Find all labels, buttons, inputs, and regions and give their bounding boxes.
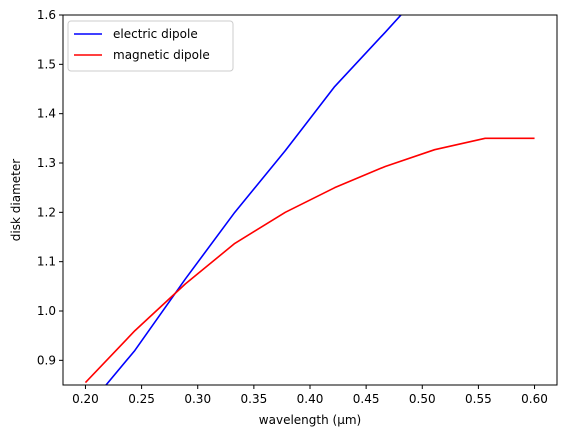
y-tick-label: 1.2 <box>37 205 56 219</box>
y-tick-label: 1.4 <box>37 107 56 121</box>
y-axis-label: disk diameter <box>9 159 23 241</box>
y-tick-label: 1.1 <box>37 255 56 269</box>
x-tick-label: 0.30 <box>184 392 211 406</box>
legend-box <box>67 20 234 72</box>
y-tick-label: 1.5 <box>37 57 56 71</box>
x-tick-label: 0.25 <box>128 392 155 406</box>
series-layer <box>84 15 535 385</box>
x-tick-label: 0.20 <box>72 392 99 406</box>
y-tick-label: 0.9 <box>37 353 56 367</box>
y-tick-label: 1.3 <box>37 156 56 170</box>
legend-label: magnetic dipole <box>113 48 210 62</box>
y-tick-label: 1.0 <box>37 304 56 318</box>
legend: electric dipole magnetic dipole <box>67 20 234 72</box>
x-tick-label: 0.55 <box>465 392 492 406</box>
y-axis: 0.9 1.0 1.1 1.2 1.3 1.4 1.5 1.6 <box>37 8 63 367</box>
y-tick-label: 1.6 <box>37 8 56 22</box>
x-tick-label: 0.60 <box>521 392 548 406</box>
x-tick-label: 0.50 <box>409 392 436 406</box>
x-tick-label: 0.35 <box>241 392 268 406</box>
x-axis: 0.20 0.25 0.30 0.35 0.40 0.45 0.50 0.55 0.60 <box>72 385 548 406</box>
series-line-electric-dipole <box>104 15 403 385</box>
x-tick-label: 0.45 <box>353 392 380 406</box>
legend-label: electric dipole <box>113 27 198 41</box>
series-line-magnetic-dipole <box>84 137 535 384</box>
x-axis-label: wavelength (μm) <box>259 413 361 427</box>
x-tick-label: 0.40 <box>297 392 324 406</box>
